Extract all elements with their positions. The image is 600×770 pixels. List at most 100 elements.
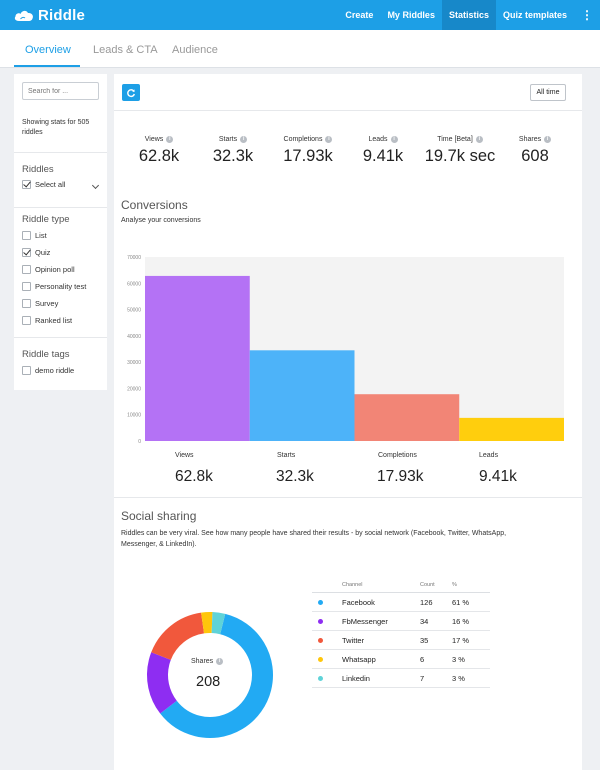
filter-sidebar: Showing stats for 505 riddles Riddles Se… [14,74,107,390]
type-label: List [35,231,47,240]
bar-leads[interactable] [459,417,564,441]
type-checkbox-survey[interactable]: Survey [22,299,58,308]
bar-value-completions: 17.93k [377,468,424,485]
tag-checkbox-demo-riddle[interactable]: demo riddle [22,366,74,375]
y-tick-label: 60000 [127,281,141,287]
donut-slice-fbmessenger[interactable] [146,611,273,738]
refresh-button[interactable] [122,84,140,101]
facebook-color-dot [318,599,323,605]
search-input[interactable] [22,82,99,100]
type-checkbox-personality-test[interactable]: Personality test [22,282,86,291]
channel-count: 6 [420,654,425,664]
conversions-bar-chart: 0 10000 20000 30000 40000 50000 60000 70000 [127,255,564,445]
table-row: Twitter 35 17 % [312,631,490,650]
channel-count: 126 [420,597,433,607]
checkbox[interactable] [22,366,31,375]
nav-quiz-templates[interactable]: Quiz templates [502,10,567,20]
stat-label: Views [144,136,164,143]
top-navbar: Riddle Create My Riddles Statistics Quiz… [0,0,600,30]
stat-shares: Shares i 608 [500,136,570,166]
type-checkbox-ranked-list[interactable]: Ranked list [22,316,72,325]
stat-value: 62.8k [138,147,180,165]
checkbox[interactable] [22,299,31,308]
stat-views: Views i 62.8k [124,136,194,166]
riddles-heading: Riddles [22,164,54,175]
nav-create[interactable]: Create [345,10,374,20]
tab-leads-cta[interactable]: Leads & CTA [93,44,158,56]
info-icon[interactable]: i [544,136,552,143]
whatsapp-color-dot [318,656,323,662]
stat-starts: Starts i 32.3k [198,136,268,166]
channel-percent: 17 % [452,635,470,645]
info-icon[interactable]: i [240,136,248,143]
checkbox[interactable] [22,248,31,257]
nav-statistics[interactable]: Statistics [441,0,496,30]
checkbox[interactable] [22,180,31,189]
divider [114,497,582,498]
stat-value: 19.7k sec [424,147,496,165]
bar-value-views: 62.8k [175,468,213,485]
social-desc-line2: Messenger, & LinkedIn). [121,541,197,548]
checkbox[interactable] [22,231,31,240]
select-all-checkbox[interactable]: Select all [22,180,65,189]
info-icon[interactable]: i [325,136,333,143]
bar-completions[interactable] [354,394,460,441]
riddle-logo[interactable]: Riddle [14,7,85,24]
checkbox[interactable] [22,282,31,291]
chevron-down-icon[interactable] [91,181,100,190]
table-row: Whatsapp 6 3 % [312,650,490,669]
time-range-button[interactable]: All time [530,84,566,101]
shares-donut-chart [146,611,273,738]
tag-label: demo riddle [35,366,75,375]
y-tick-label: 70000 [127,255,141,261]
type-checkbox-opinion-poll[interactable]: Opinion poll [22,265,75,274]
stat-label: Leads [368,136,388,143]
channel-percent: 61 % [452,597,470,607]
type-label: Quiz [35,248,51,257]
info-icon[interactable]: i [390,136,398,143]
stat-value: 608 [521,147,549,165]
checkbox[interactable] [22,265,31,274]
info-icon[interactable]: i [166,136,174,143]
info-icon[interactable]: i [475,136,483,143]
channel-count: 7 [420,673,425,683]
social-sharing-title: Social sharing [121,509,197,523]
channel-name: FbMessenger [342,616,388,626]
bar-views[interactable] [145,275,250,441]
refresh-icon [127,89,135,98]
tab-overview[interactable]: Overview [25,44,71,56]
tab-strip: Overview Leads & CTA Audience [0,30,600,68]
more-menu-icon[interactable]: ⋮ [581,8,593,22]
divider [14,207,107,208]
twitter-color-dot [318,637,323,643]
main-panel: All time Views i 62.8k Starts i 32.3k Comp… [114,74,582,770]
donut-slice-linkedin[interactable] [146,611,273,738]
riddle-tags-heading: Riddle tags [22,349,70,360]
y-tick-label: 40000 [127,334,141,340]
social-desc-line1: Riddles can be very viral. See how many … [121,530,507,537]
table-row: Facebook 126 61 % [312,593,490,612]
tab-audience[interactable]: Audience [172,44,218,56]
type-checkbox-list[interactable]: List [22,231,47,240]
channel-percent: 3 % [452,654,465,664]
stat-completions: Completions i 17.93k [273,136,343,166]
table-row: FbMessenger 34 16 % [312,612,490,631]
checkbox[interactable] [22,316,31,325]
bar-value-leads: 9.41k [479,468,517,485]
app-name: Riddle [38,7,86,24]
type-checkbox-quiz[interactable]: Quiz [22,248,50,257]
nav-my-riddles[interactable]: My Riddles [387,10,435,20]
conversions-title: Conversions [121,198,188,212]
channel-name: Facebook [342,597,375,607]
main-nav: Create My Riddles Statistics Quiz templa… [338,0,600,30]
y-tick-label: 0 [138,439,141,445]
info-icon[interactable]: i [216,658,224,665]
conversions-subtitle: Analyse your conversions [121,217,201,224]
stat-label: Time [Beta] [437,136,473,143]
divider [14,152,107,153]
fbmessenger-color-dot [318,618,323,624]
bar-starts[interactable] [249,350,355,441]
showing-stats-line2: riddles [22,129,43,136]
y-tick-label: 20000 [127,386,141,392]
stat-label: Completions [283,136,323,143]
